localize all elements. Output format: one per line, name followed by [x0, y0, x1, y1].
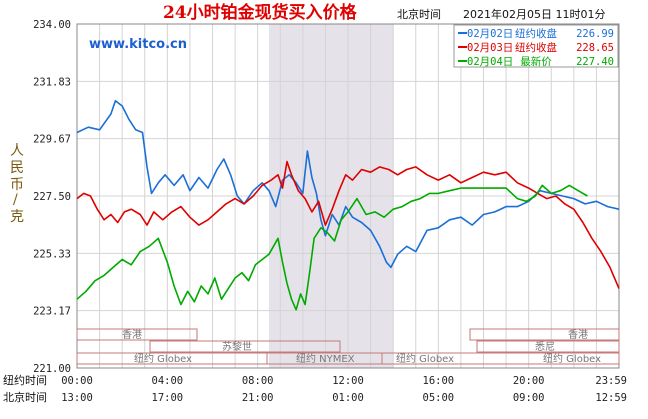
series-line-3: [76, 184, 588, 311]
x-tick-label-bj: 01:00: [332, 392, 364, 404]
x-tick-label-bj: 17:00: [152, 392, 184, 404]
session-label-globex-3: 纽约 Globex: [543, 352, 601, 365]
session-label-hongkong-1: 香港: [122, 329, 142, 341]
beijing-time-label: 北京时间: [397, 7, 441, 21]
x-tick-label-ny: 23:59: [595, 375, 627, 387]
x-tick-label-bj: 12:59: [595, 392, 627, 404]
x-tick-label-ny: 04:00: [152, 375, 184, 387]
session-label-globex-2: 纽约 Globex: [396, 352, 454, 365]
session-bar-globex-2: [381, 352, 620, 365]
legend-value: 227.40: [576, 56, 614, 68]
bj-time-row-label: 北京时间: [3, 390, 47, 404]
session-bar-hongkong-1: [76, 328, 198, 341]
chart-title: 24小时铂金现货买入价格: [163, 2, 358, 23]
session-label-hongkong-2: 香港: [568, 329, 588, 341]
x-axis-ticks: 00:00 13:00 04:00 17:00 08:00 21:00 12:00 01:00…: [61, 375, 627, 404]
x-tick-label-ny: 12:00: [332, 375, 364, 387]
plot-border: [76, 23, 620, 369]
x-tick-label-bj: 05:00: [423, 392, 455, 404]
session-label-zurich: 苏黎世: [222, 340, 252, 353]
y-axis-label-char-5: 克: [10, 209, 24, 225]
x-tick-label-bj: 09:00: [513, 392, 545, 404]
y-axis-label-char-2: 民: [10, 160, 24, 176]
legend-value: 226.99: [576, 28, 614, 40]
y-axis-label-char-1: 人: [10, 143, 24, 159]
y-tick-label: 225.33: [33, 248, 71, 260]
session-bar-zurich: [149, 340, 341, 353]
y-axis-label-char-3: 币: [10, 177, 24, 193]
series-line-2: [76, 160, 620, 289]
legend-label: 纽约收盘: [515, 41, 557, 54]
series-line-1: [76, 99, 620, 269]
x-tick-label-bj: 13:00: [61, 392, 93, 404]
x-tick-label-bj: 21:00: [242, 392, 274, 404]
x-tick-label-ny: 20:00: [513, 375, 545, 387]
y-tick-label: 231.83: [33, 76, 71, 88]
legend-label: 最新价: [520, 55, 552, 68]
x-tick-label-ny: 08:00: [242, 375, 274, 387]
legend-date: 02月04日: [467, 56, 513, 68]
legend-value: 228.65: [576, 42, 614, 54]
ny-time-row-label: 纽约时间: [3, 373, 47, 387]
y-axis-label-char-4: /: [13, 192, 18, 208]
y-tick-label: 223.17: [33, 306, 71, 318]
session-label-nymex: 纽约 NYMEX: [296, 352, 355, 365]
website-watermark: www.kitco.cn: [89, 37, 187, 52]
y-tick-label: 221.00: [33, 363, 71, 375]
x-tick-label-ny: 16:00: [423, 375, 455, 387]
series-lines: [76, 99, 620, 311]
legend-label: 纽约收盘: [515, 27, 557, 40]
timestamp: 2021年02月05日 11时01分: [463, 7, 605, 21]
legend-date: 02月03日: [467, 42, 513, 54]
legend-date: 02月02日: [467, 28, 513, 40]
session-bar-hongkong-2: [469, 328, 620, 341]
x-tick-label-ny: 00:00: [61, 375, 93, 387]
session-label-globex-1: 纽约 Globex: [134, 352, 192, 365]
session-bar-sydney: [476, 340, 620, 353]
trading-sessions: 香港 香港 苏黎世 悉尼 纽约 Globex 纽约 NYMEX 纽约 Globe…: [76, 328, 620, 365]
y-tick-label: 234.00: [33, 19, 71, 31]
legend: 02月02日 纽约收盘 226.99 02月03日 纽约收盘 228.65 02月04日 最新…: [458, 27, 614, 68]
y-tick-label: 227.50: [33, 191, 71, 203]
y-axis-ticks: 234.00 231.83 229.67 227.50 225.33 223.17 221.…: [33, 19, 71, 375]
session-label-sydney: 悉尼: [535, 341, 555, 353]
y-tick-label: 229.67: [33, 134, 71, 146]
grid-lines: [77, 23, 619, 369]
y-axis-label: 人 民 币 / 克: [10, 143, 24, 225]
legend-box: [453, 24, 619, 68]
